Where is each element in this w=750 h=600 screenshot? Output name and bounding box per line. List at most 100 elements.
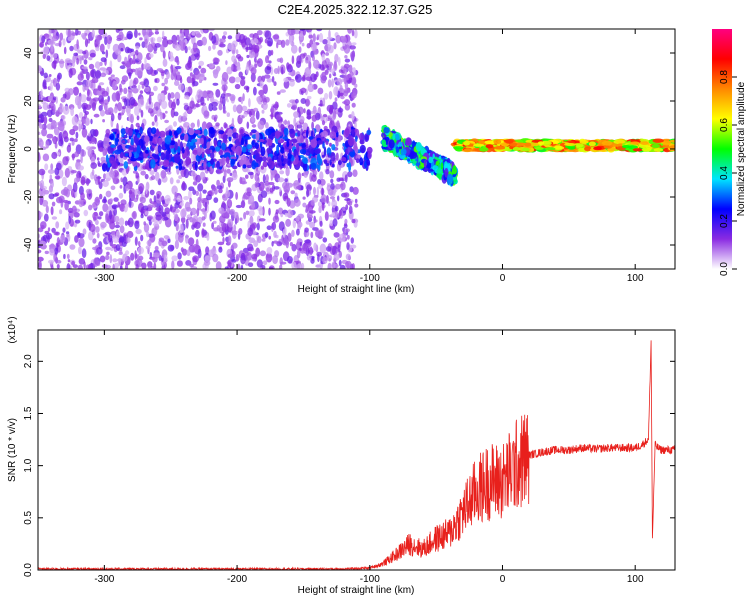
spectrogram-cell bbox=[145, 184, 148, 195]
spectrogram-cell bbox=[65, 231, 70, 235]
spectrogram-cell bbox=[137, 102, 141, 107]
spectrogram-cell bbox=[173, 121, 177, 127]
spectrogram-cell bbox=[268, 235, 272, 240]
spectrogram-cell bbox=[94, 129, 99, 137]
spectrogram-cell bbox=[273, 186, 280, 190]
spectrogram-cell bbox=[175, 165, 179, 169]
spectrogram-cell bbox=[256, 259, 263, 268]
spectrogram-cell bbox=[615, 140, 626, 144]
spectrogram-cell bbox=[212, 253, 219, 263]
spectrogram-cell bbox=[167, 244, 175, 252]
spectrogram-cell bbox=[83, 59, 88, 65]
spectrogram-cell bbox=[101, 51, 106, 55]
spectrogram-cell bbox=[147, 31, 154, 36]
spectrogram-cell bbox=[81, 248, 87, 259]
spectrogram-cell bbox=[65, 188, 70, 198]
colorbar-ticks: 0.00.20.40.60.8 bbox=[719, 70, 737, 276]
spectrogram-cell bbox=[136, 144, 141, 155]
spectrogram-cell bbox=[185, 234, 189, 244]
spectrogram-cell bbox=[291, 55, 295, 65]
spectrogram-cell bbox=[400, 148, 407, 156]
spectrogram-cell bbox=[178, 204, 181, 209]
spectrogram-cell bbox=[203, 110, 210, 119]
spectrogram-cell bbox=[226, 198, 233, 209]
spectrogram-cell bbox=[135, 45, 140, 50]
spectrogram-cell bbox=[366, 129, 372, 135]
spectrogram-cell bbox=[328, 90, 333, 100]
spectrogram-cell bbox=[129, 96, 136, 106]
spectrogram-cell bbox=[203, 105, 208, 110]
spectrogram-cell bbox=[282, 136, 289, 140]
spectrogram-cell bbox=[383, 127, 390, 134]
spectrogram-cell bbox=[301, 42, 305, 47]
spectrogram-cell bbox=[171, 101, 176, 111]
spectrogram-cell bbox=[317, 179, 322, 185]
spectrogram-cell bbox=[248, 210, 255, 217]
spectrogram-cell bbox=[554, 145, 563, 150]
spectrogram-cell bbox=[405, 137, 412, 147]
spectrogram-cell bbox=[316, 29, 323, 32]
spectrogram-cell bbox=[210, 151, 215, 160]
spectrogram-cell bbox=[114, 149, 121, 155]
spectrogram-cell bbox=[183, 104, 190, 111]
spectrogram-cell bbox=[112, 263, 115, 269]
spectrogram-cell bbox=[54, 175, 61, 180]
spectrogram-cell bbox=[132, 87, 139, 94]
spectrogram-cell bbox=[331, 78, 334, 88]
spectrogram-cell bbox=[87, 132, 91, 137]
spectrogram-cell bbox=[318, 206, 322, 214]
spectrogram-cell bbox=[45, 205, 49, 214]
spectrogram-cell bbox=[60, 136, 64, 145]
spectrogram-cell bbox=[117, 201, 121, 208]
spectrogram-cell bbox=[105, 246, 112, 251]
spectrogram-cell bbox=[253, 240, 259, 248]
spectrogram-cell bbox=[39, 41, 44, 48]
spectrogram-cell bbox=[164, 110, 168, 114]
spectrogram-cell bbox=[115, 244, 121, 251]
spectrogram-cell bbox=[122, 253, 128, 262]
spectrogram-cell bbox=[71, 116, 78, 126]
spectrogram-cell bbox=[121, 105, 127, 110]
spectrogram-cell bbox=[344, 218, 348, 225]
spectrogram-cell bbox=[334, 129, 338, 133]
spectrogram-cell bbox=[118, 192, 124, 199]
spectrogram-cell bbox=[304, 67, 312, 77]
spectrogram-cell bbox=[537, 141, 545, 145]
spectrogram-cell bbox=[78, 198, 84, 208]
spectrogram-cell bbox=[192, 81, 199, 87]
spectrogram-cell bbox=[319, 171, 324, 181]
spectrogram-cell bbox=[212, 69, 219, 75]
spectrogram-cell bbox=[331, 261, 336, 269]
spectrogram-cell bbox=[265, 128, 272, 136]
spectrogram-cell bbox=[248, 98, 251, 108]
spectrogram-cell bbox=[340, 181, 346, 191]
spectrogram-cell bbox=[41, 35, 46, 44]
spectrogram-cell bbox=[325, 169, 330, 175]
spectrogram-cell bbox=[277, 157, 283, 167]
spectrogram-cell bbox=[255, 247, 261, 257]
spectrogram-cell bbox=[62, 38, 66, 46]
spectrogram-cell bbox=[303, 169, 309, 178]
spectrogram-cell bbox=[208, 138, 211, 142]
spectrogram-cell bbox=[71, 205, 77, 215]
spectrogram-cell bbox=[146, 231, 150, 238]
spectrogram-cell bbox=[158, 204, 164, 214]
spectrogram-cell bbox=[327, 262, 332, 269]
spectrogram-cell bbox=[45, 34, 50, 38]
spectrogram-cell bbox=[248, 262, 254, 268]
spectrogram-cell bbox=[145, 102, 149, 111]
spectrogram-cell bbox=[120, 79, 126, 85]
y-tick-label: 1.5 bbox=[23, 406, 34, 420]
spectrogram-cell bbox=[130, 158, 137, 162]
spectrogram-cell bbox=[256, 96, 262, 103]
spectrogram-cell bbox=[310, 130, 314, 138]
spectrogram-cell bbox=[343, 90, 349, 97]
spectrogram-cell bbox=[315, 164, 319, 169]
spectrogram-cell bbox=[78, 237, 85, 248]
spectrogram-cell bbox=[42, 79, 47, 88]
spectrogram-cell bbox=[312, 105, 317, 114]
spectrogram-cell bbox=[211, 35, 217, 44]
spectrogram-cell bbox=[669, 139, 675, 143]
spectrogram-cell bbox=[170, 92, 175, 99]
spectrogram-cell bbox=[275, 209, 279, 215]
